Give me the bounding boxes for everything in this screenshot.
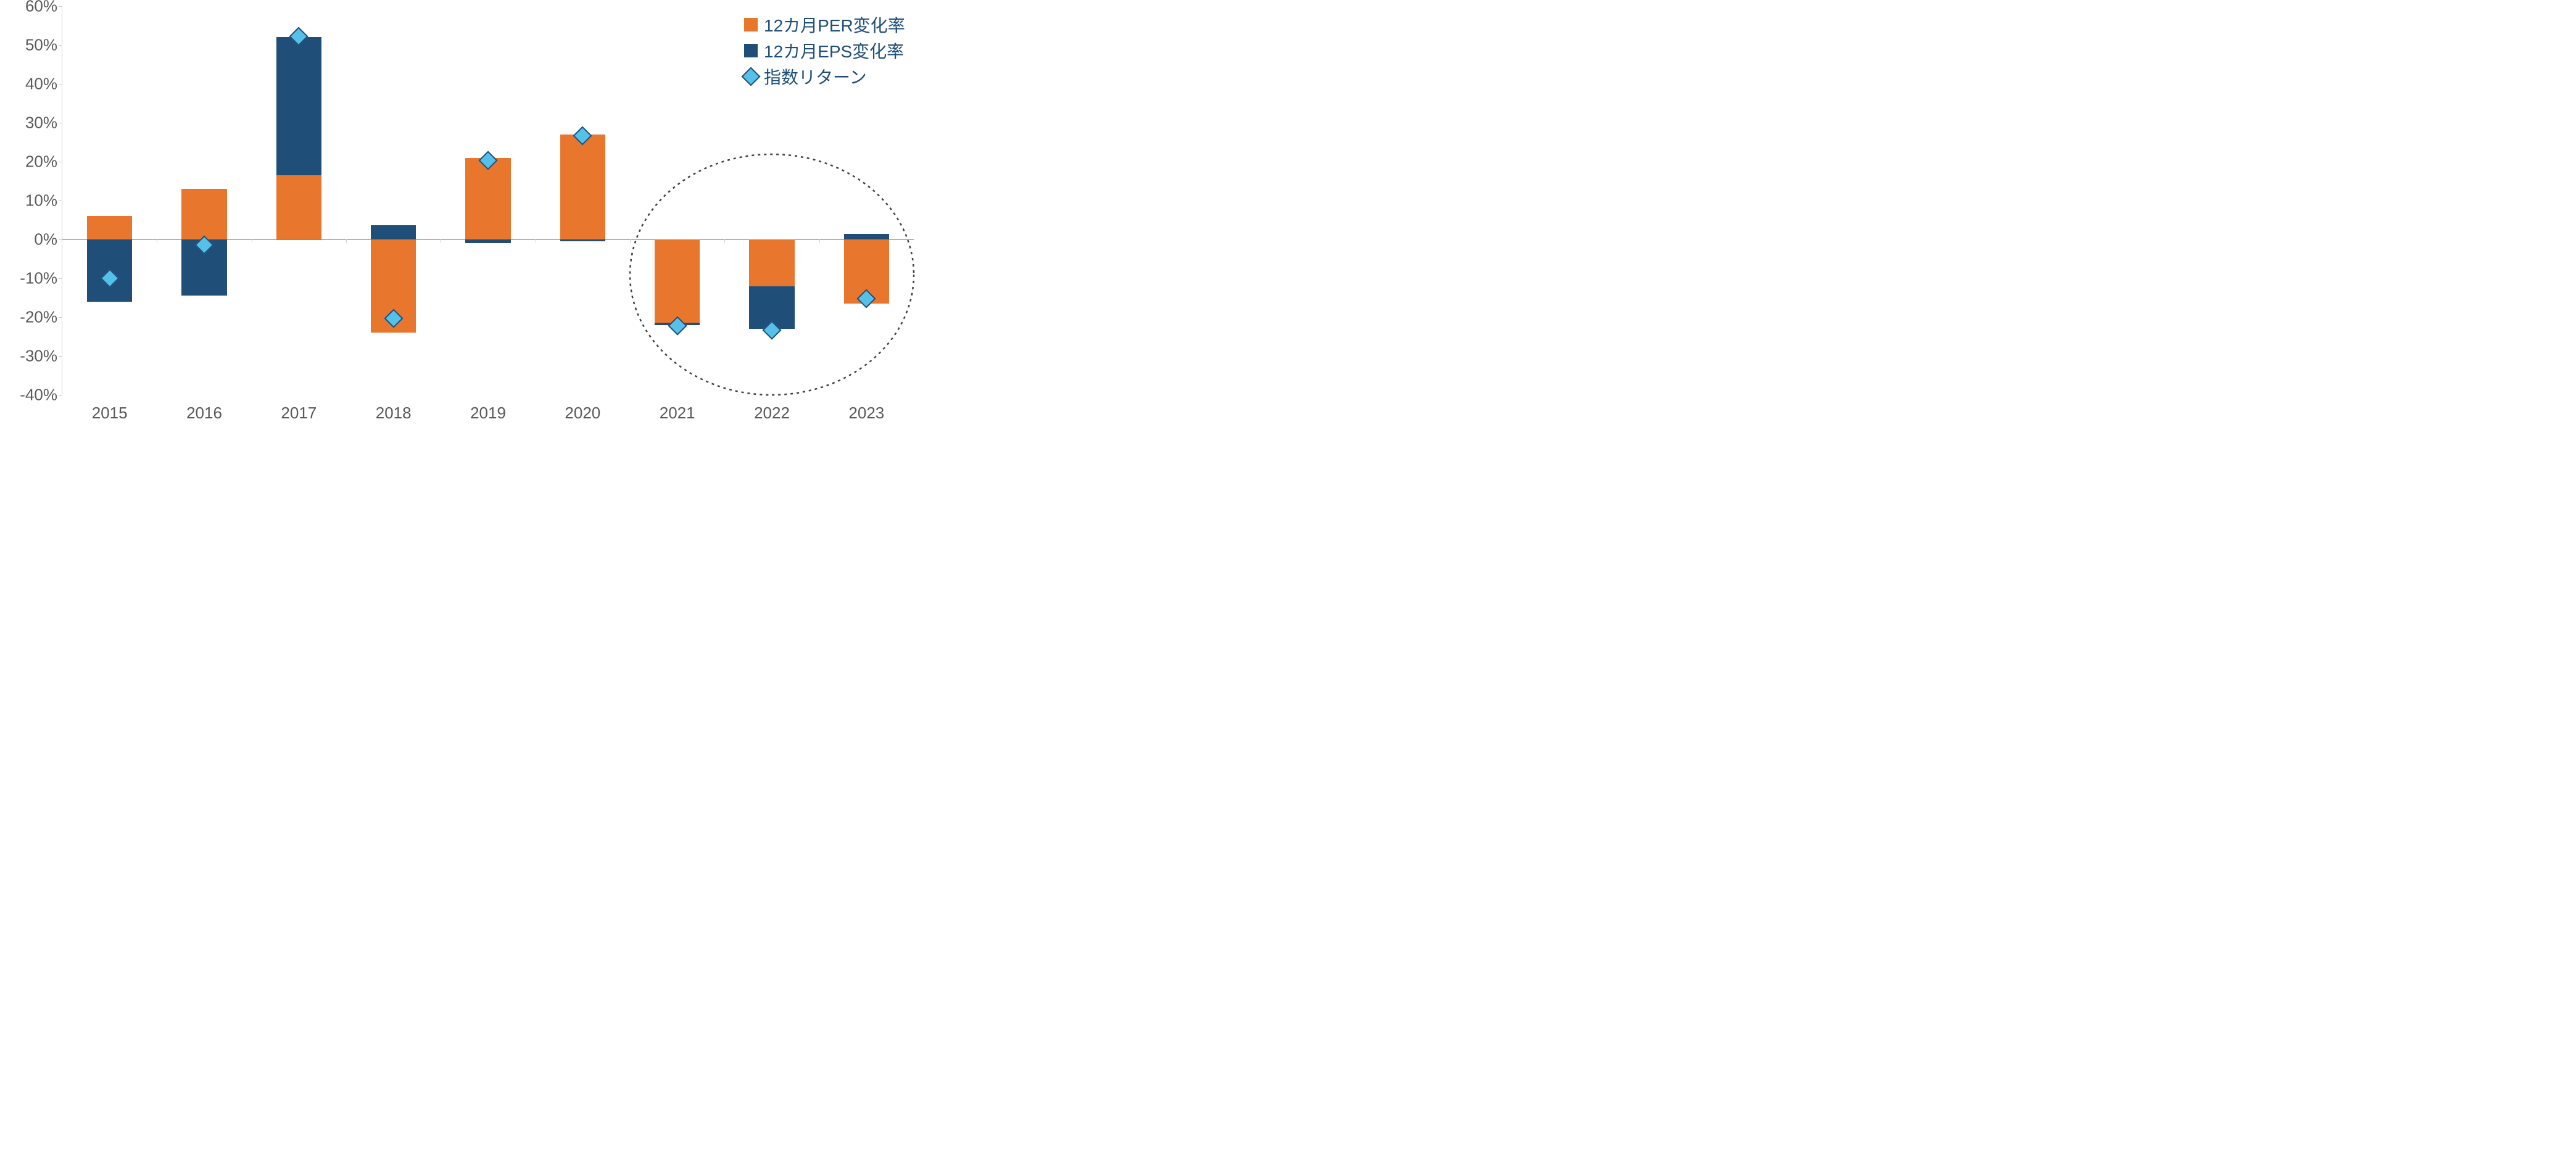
x-axis-label: 2021 <box>660 404 695 423</box>
x-axis-label: 2018 <box>376 404 412 423</box>
y-axis-label: -20% <box>20 308 57 327</box>
bar-eps <box>560 239 606 241</box>
bar-per <box>560 135 606 239</box>
chart-container: -40%-30%-20%-10%0%10%20%30%40%50%60%2015… <box>6 6 919 426</box>
legend-label: 12カ月PER変化率 <box>764 12 905 37</box>
highlight-ellipse <box>627 151 917 398</box>
y-tick <box>59 317 62 318</box>
legend-row-per: 12カ月PER変化率 <box>744 12 905 37</box>
y-tick <box>59 395 62 396</box>
y-axis-label: -40% <box>20 386 57 405</box>
legend-swatch-eps <box>744 44 758 57</box>
y-axis-label: 50% <box>25 36 57 55</box>
y-axis-label: 10% <box>25 191 57 210</box>
x-axis-label: 2017 <box>281 404 317 423</box>
legend-label: 12カ月EPS変化率 <box>764 38 904 63</box>
x-axis-label: 2019 <box>470 404 506 423</box>
y-tick <box>59 6 62 7</box>
bar-per <box>87 216 133 239</box>
x-axis-label: 2016 <box>186 404 222 423</box>
x-tick <box>346 239 347 243</box>
legend-label: 指数リターン <box>764 64 867 89</box>
plot-area: -40%-30%-20%-10%0%10%20%30%40%50%60%2015… <box>62 6 914 395</box>
bar-eps <box>465 239 511 243</box>
legend-row-eps: 12カ月EPS変化率 <box>744 38 905 63</box>
legend-swatch-index-return <box>744 70 758 83</box>
bar-per <box>181 189 227 239</box>
y-axis-label: 60% <box>25 0 57 16</box>
x-axis-label: 2023 <box>848 404 884 423</box>
y-tick <box>59 356 62 357</box>
legend: 12カ月PER変化率12カ月EPS変化率指数リターン <box>744 12 905 90</box>
legend-swatch-per <box>744 18 758 31</box>
y-axis-label: 30% <box>25 114 57 133</box>
x-axis-label: 2015 <box>92 404 128 423</box>
x-axis-label: 2020 <box>565 404 600 423</box>
y-axis-label: 20% <box>25 152 57 172</box>
y-axis-label: 0% <box>34 230 57 249</box>
y-tick <box>59 278 62 279</box>
y-axis-label: -10% <box>20 269 57 288</box>
legend-row-index-return: 指数リターン <box>744 64 905 89</box>
y-axis-label: 40% <box>25 75 57 94</box>
bar-eps <box>276 37 322 175</box>
bar-per <box>276 175 322 239</box>
y-tick <box>59 84 62 85</box>
bar-eps <box>371 225 416 239</box>
y-axis-label: -30% <box>20 347 57 366</box>
x-axis-label: 2022 <box>754 404 790 423</box>
y-tick <box>59 45 62 46</box>
